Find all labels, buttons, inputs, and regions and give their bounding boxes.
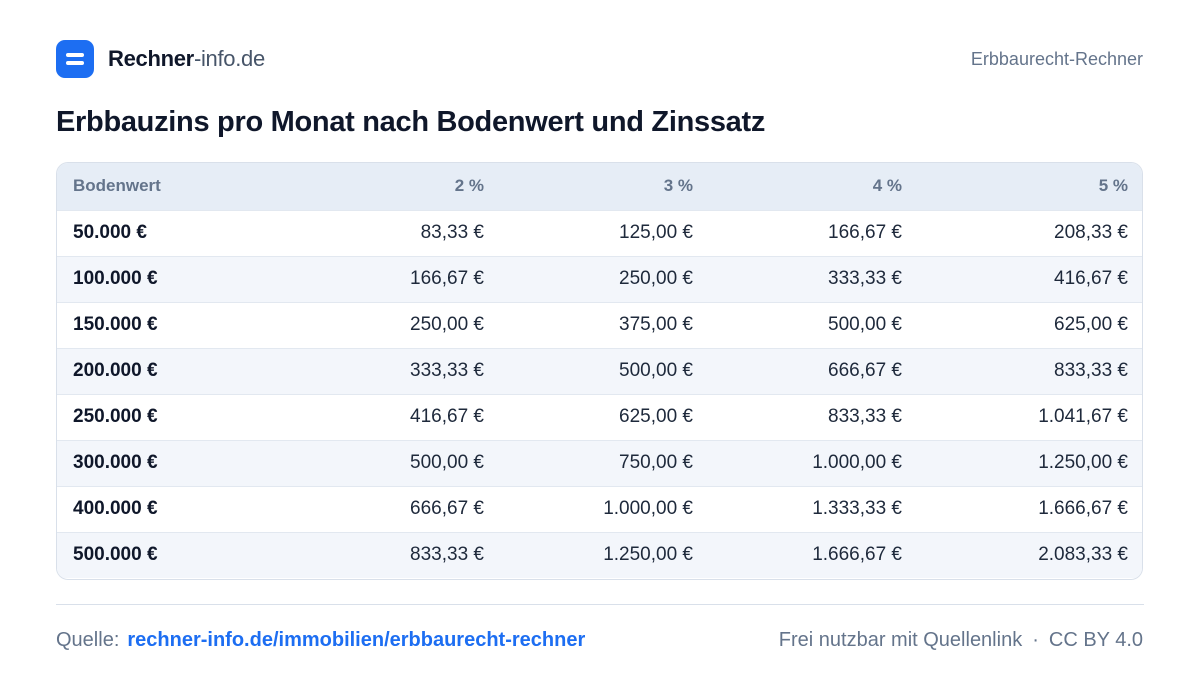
zins-cell: 500,00 € — [619, 360, 693, 381]
source: Quelle: rechner-info.de/immobilien/erbba… — [56, 629, 585, 652]
zins-cell: 166,67 € — [828, 222, 902, 243]
bodenwert-cell: 500.000 € — [73, 544, 158, 566]
data-table-card: Bodenwert 2 % 3 % 4 % 5 % 50.000 € 83,33 … — [56, 162, 1143, 580]
bodenwert-cell: 50.000 € — [73, 222, 147, 243]
zins-cell: 750,00 € — [619, 452, 693, 473]
zins-cell: 125,00 € — [619, 222, 693, 243]
page-header: Rechner-info.de Erbbaurecht-Rechner — [56, 40, 1143, 78]
rechner-logo-icon — [56, 40, 94, 78]
erbbauzins-table: Bodenwert 2 % 3 % 4 % 5 % 50.000 € 83,33 … — [57, 163, 1142, 578]
zins-cell: 1.041,67 € — [1038, 406, 1128, 427]
zins-cell: 250,00 € — [619, 268, 693, 289]
page-title: Erbbauzins pro Monat nach Bodenwert und … — [56, 106, 766, 138]
table-row: 150.000 € 250,00 € 375,00 € 500,00 € 625,00 … — [57, 302, 1142, 348]
column-header: 5 % — [1098, 176, 1128, 196]
bodenwert-cell: 400.000 € — [73, 498, 158, 519]
zins-cell: 500,00 € — [828, 314, 902, 335]
zins-cell: 666,67 € — [410, 498, 484, 519]
license-info: Frei nutzbar mit Quellenlink · CC BY 4.0 — [779, 629, 1143, 652]
zins-cell: 1.000,00 € — [603, 498, 693, 519]
zins-cell: 250,00 € — [410, 314, 484, 335]
table-body: 50.000 € 83,33 € 125,00 € 166,67 € 208,33 € 1… — [57, 210, 1142, 578]
brand-name: Rechner-info.de — [108, 46, 265, 72]
zins-cell: 625,00 € — [1054, 314, 1128, 335]
table-row: 300.000 € 500,00 € 750,00 € 1.000,00 € 1.250… — [57, 440, 1142, 486]
brand[interactable]: Rechner-info.de — [56, 40, 265, 78]
zins-cell: 375,00 € — [619, 314, 693, 335]
zins-cell: 833,33 € — [828, 406, 902, 427]
zins-cell: 1.000,00 € — [812, 452, 902, 473]
brand-name-bold: Rechner — [108, 46, 194, 71]
zins-cell: 166,67 € — [410, 268, 484, 289]
zins-cell: 2.083,33 € — [1038, 544, 1128, 566]
bodenwert-cell: 250.000 € — [73, 406, 158, 427]
column-header: 3 % — [663, 176, 693, 196]
column-header: Bodenwert — [73, 176, 161, 196]
zins-cell: 625,00 € — [619, 406, 693, 427]
zins-cell: 833,33 € — [410, 544, 484, 566]
calculator-name: Erbbaurecht-Rechner — [970, 48, 1143, 69]
table-row: 50.000 € 83,33 € 125,00 € 166,67 € 208,33 € — [57, 210, 1142, 256]
zins-cell: 1.250,00 € — [603, 544, 693, 566]
zins-cell: 416,67 € — [1054, 268, 1128, 289]
column-header: 4 % — [872, 176, 902, 196]
zins-cell: 666,67 € — [828, 360, 902, 381]
footer-divider — [56, 604, 1144, 605]
zins-cell: 1.666,67 € — [812, 544, 902, 566]
zins-cell: 1.666,67 € — [1038, 498, 1128, 519]
zins-cell: 333,33 € — [410, 360, 484, 381]
zins-cell: 83,33 € — [420, 222, 484, 243]
source-label: Quelle: — [56, 629, 120, 651]
table-row: 500.000 € 833,33 € 1.250,00 € 1.666,67 € 2.0… — [57, 532, 1142, 578]
zins-cell: 416,67 € — [410, 406, 484, 427]
table-row: 200.000 € 333,33 € 500,00 € 666,67 € 833,33 … — [57, 348, 1142, 394]
zins-cell: 1.250,00 € — [1038, 452, 1128, 473]
zins-cell: 500,00 € — [410, 452, 484, 473]
brand-name-light: -info.de — [193, 46, 265, 71]
page-footer: Quelle: rechner-info.de/immobilien/erbba… — [56, 629, 1143, 652]
column-header: 2 % — [454, 176, 484, 196]
bodenwert-cell: 200.000 € — [73, 360, 158, 381]
zins-cell: 208,33 € — [1054, 222, 1128, 243]
table-row: 100.000 € 166,67 € 250,00 € 333,33 € 416,67 … — [57, 256, 1142, 302]
table-header-row: Bodenwert 2 % 3 % 4 % 5 % — [57, 163, 1142, 210]
bodenwert-cell: 100.000 € — [73, 268, 158, 289]
bodenwert-cell: 300.000 € — [73, 452, 158, 473]
bodenwert-cell: 150.000 € — [73, 314, 158, 335]
zins-cell: 333,33 € — [828, 268, 902, 289]
table-row: 250.000 € 416,67 € 625,00 € 833,33 € 1.041,6… — [57, 394, 1142, 440]
license-label: CC BY 4.0 — [1048, 629, 1143, 651]
zins-cell: 1.333,33 € — [812, 498, 902, 519]
separator-dot: · — [1032, 629, 1039, 651]
table-row: 400.000 € 666,67 € 1.000,00 € 1.333,33 € 1.6… — [57, 486, 1142, 532]
usage-note: Frei nutzbar mit Quellenlink — [778, 629, 1023, 651]
source-link[interactable]: rechner-info.de/immobilien/erbbaurecht-r… — [127, 629, 586, 651]
zins-cell: 833,33 € — [1054, 360, 1128, 381]
